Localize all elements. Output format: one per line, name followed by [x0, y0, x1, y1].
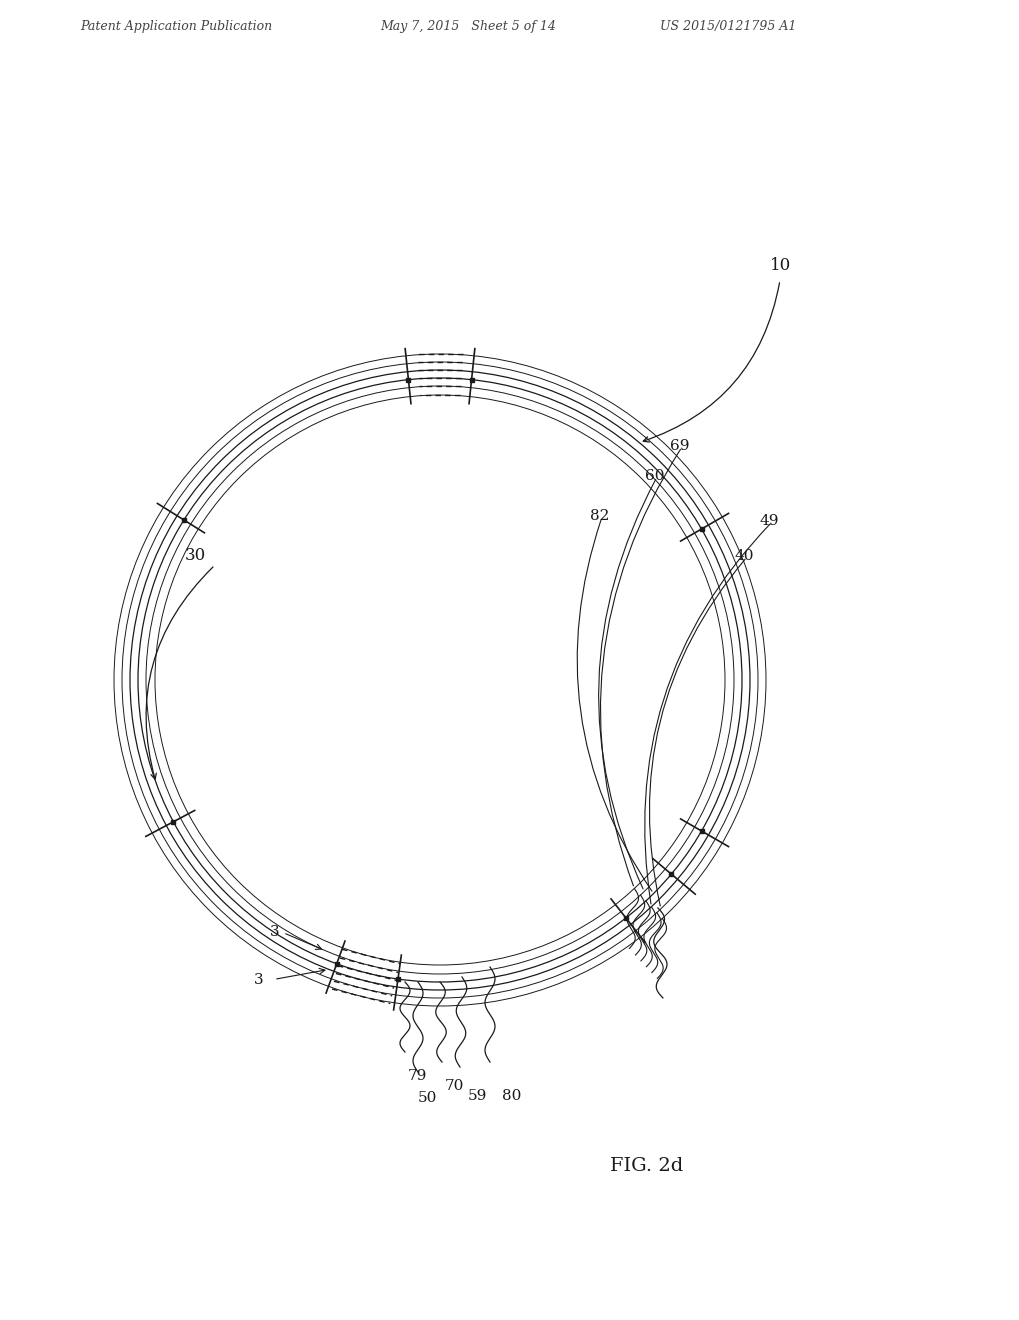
Text: 70: 70	[444, 1078, 464, 1093]
Text: 80: 80	[501, 1089, 521, 1104]
Text: 40: 40	[735, 549, 754, 564]
Text: 30: 30	[184, 546, 206, 564]
Text: 60: 60	[644, 469, 663, 483]
Text: 59: 59	[468, 1089, 487, 1104]
Text: Patent Application Publication: Patent Application Publication	[79, 20, 272, 33]
Text: 69: 69	[669, 440, 689, 453]
Text: 50: 50	[418, 1092, 437, 1105]
Text: 79: 79	[408, 1069, 427, 1082]
Text: FIG. 2d: FIG. 2d	[609, 1158, 683, 1175]
Text: 10: 10	[769, 257, 791, 275]
Text: US 2015/0121795 A1: US 2015/0121795 A1	[659, 20, 796, 33]
Text: May 7, 2015   Sheet 5 of 14: May 7, 2015 Sheet 5 of 14	[380, 20, 555, 33]
Text: 49: 49	[759, 513, 779, 528]
Text: 3: 3	[270, 924, 279, 939]
Text: 3: 3	[254, 973, 263, 987]
Text: 82: 82	[589, 510, 608, 523]
